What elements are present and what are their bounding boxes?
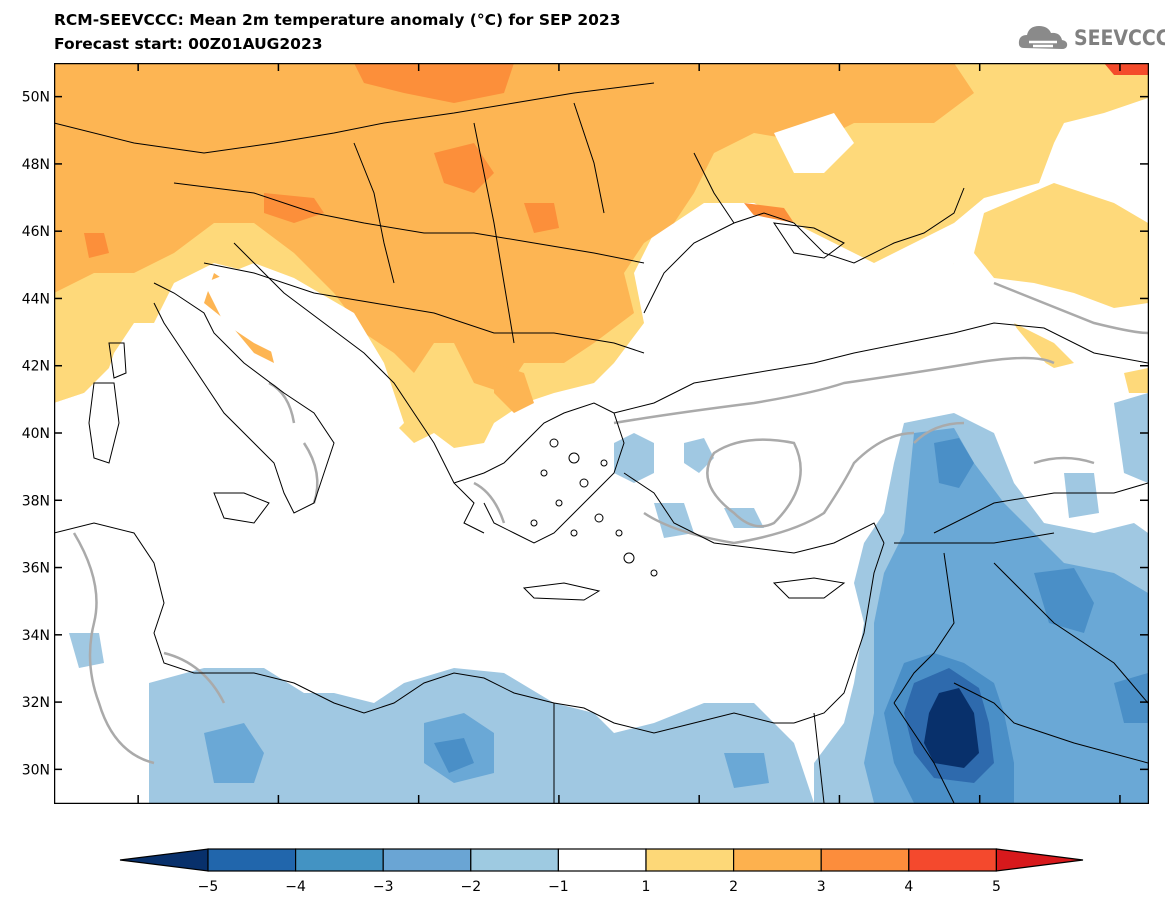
map-title: RCM-SEEVCCC: Mean 2m temperature anomaly… [54, 11, 621, 29]
anomaly-region-p1-caucasus [1014, 323, 1074, 368]
forecast-start-label: Forecast start: 00Z01AUG2023 [54, 35, 323, 53]
lat-tick-label: 42N [22, 359, 50, 375]
lat-tick-label: 44N [22, 291, 50, 307]
anomaly-region-p2-greece [494, 363, 534, 413]
colorbar-label: −2 [460, 879, 481, 895]
colorbar-box [382, 848, 472, 872]
anomaly-region-p4-northeast [1104, 63, 1148, 75]
colorbar-box [470, 848, 559, 872]
aegean-islands [530, 438, 658, 577]
azov-neutral [774, 113, 854, 173]
anomaly-region-m3-libya [434, 738, 474, 773]
colorbar-box [820, 848, 910, 872]
colorbar-label: 1 [642, 879, 651, 895]
cloud-icon [1018, 26, 1068, 49]
anomaly-region-m1-anatolia-2 [684, 438, 714, 473]
colorbar-labels: −5 −4 −3 −2 −1 1 2 3 4 5 [198, 879, 1001, 895]
lat-tick-label: 32N [22, 695, 50, 711]
colorbar-box [645, 848, 735, 872]
lat-tick-label: 46N [22, 224, 50, 240]
colorbar-box [295, 848, 384, 872]
anomaly-region-m1-anatolia-4 [654, 503, 694, 538]
anomaly-region-p2-central [54, 63, 974, 393]
zero-contours [72, 281, 1148, 765]
anomaly-region-m1-caucasus [1114, 393, 1148, 483]
longitude-axis: 10E15E20E25E30E35E40E45E [137, 63, 1121, 803]
colorbar-label: 5 [992, 879, 1001, 895]
anomaly-region-m2-egypt [724, 753, 769, 788]
lat-tick-label: 38N [22, 493, 50, 509]
colorbar-label: −3 [373, 879, 394, 895]
anomaly-region-m5-arabia [924, 688, 979, 768]
anomaly-region-m1-turkey-east [1064, 473, 1099, 518]
anomaly-region-m3-iraq-south [1114, 673, 1148, 723]
colorbar-box [557, 848, 647, 872]
colorbar-label: −5 [198, 879, 219, 895]
lat-tick-label: 40N [22, 426, 50, 442]
colorbar-label: −1 [548, 879, 569, 895]
colorbar-label: 4 [904, 879, 913, 895]
anomaly-region-m1-tunisia [69, 633, 104, 668]
lat-tick-label: 36N [22, 561, 50, 577]
anomaly-region-p3-austria [264, 193, 324, 223]
anomaly-region-m1-anatolia-1 [614, 433, 654, 483]
colorbar-box [207, 848, 297, 872]
logo-text: SEEVCCC [1074, 26, 1165, 50]
anomaly-region-p1-east [974, 183, 1148, 308]
adriatic-neutral [204, 263, 404, 443]
anomaly-region-p3-hungary [434, 143, 494, 193]
lat-tick-label: 30N [22, 762, 50, 778]
colorbar-label: 3 [817, 879, 826, 895]
colorbar-label: 2 [729, 879, 738, 895]
coastlines [54, 82, 1148, 803]
lat-tick-label: 34N [22, 628, 50, 644]
anomaly-region-p1-east-edge [1124, 368, 1148, 393]
anomaly-region-m2-libya [204, 723, 264, 783]
colorbar-right-arrow [995, 848, 1084, 872]
anomaly-region-m3-iraq [1034, 568, 1094, 633]
lat-tick-label: 50N [22, 90, 50, 106]
anomaly-region-p3-alps [84, 233, 109, 258]
anomaly-region-m3-syria [934, 438, 974, 488]
anomaly-map: 10E15E20E25E30E35E40E45E [54, 63, 1149, 804]
colorbar-box [908, 848, 997, 872]
anomaly-region-p3-poland [354, 63, 514, 103]
colorbar-boxes [119, 848, 1084, 872]
colorbar-left-arrow [119, 848, 209, 872]
anomaly-region-p3-romania [524, 203, 559, 233]
black-sea [644, 213, 954, 393]
seevccc-logo: SEEVCCC [1016, 20, 1165, 56]
latitude-axis [54, 95, 1148, 771]
colorbar-label: −4 [285, 879, 306, 895]
lat-tick-label: 48N [22, 157, 50, 173]
colorbar-box [732, 848, 822, 872]
